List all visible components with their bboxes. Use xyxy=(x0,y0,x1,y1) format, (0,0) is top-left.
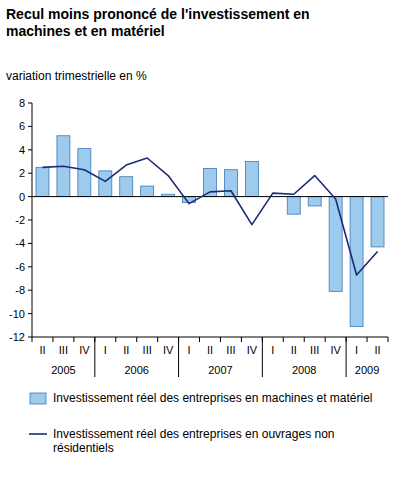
bar xyxy=(329,197,342,292)
y-tick xyxy=(28,196,32,197)
x-tick-label: II xyxy=(123,344,129,356)
y-tick-label: -4 xyxy=(15,237,25,249)
text-line: machines et en matériel xyxy=(6,23,165,39)
x-tick xyxy=(367,337,368,342)
x-tick xyxy=(157,337,158,342)
text-line: Recul moins prononcé de l'investissement… xyxy=(6,6,310,22)
x-group-label: 2005 xyxy=(51,364,75,376)
text-line: résidentiels xyxy=(53,441,114,455)
x-tick xyxy=(73,337,74,342)
title: Recul moins prononcé de l'investissement… xyxy=(6,6,310,39)
y-tick-label: 0 xyxy=(19,191,25,203)
x-group-label: 2007 xyxy=(208,364,232,376)
x-tick-label: I xyxy=(355,344,358,356)
bar xyxy=(245,162,258,197)
x-tick-label: III xyxy=(310,344,319,356)
legend-swatch xyxy=(29,433,47,435)
x-tick xyxy=(32,337,33,342)
group-separator xyxy=(262,337,263,377)
y-tick-label: -8 xyxy=(15,284,25,296)
group-separator xyxy=(346,337,347,377)
bar xyxy=(371,197,384,247)
x-tick-label: III xyxy=(143,344,152,356)
x-tick xyxy=(304,337,305,342)
y-tick xyxy=(28,313,32,314)
x-tick-label: IV xyxy=(163,344,174,356)
bar xyxy=(224,170,237,197)
y-tick-label: 8 xyxy=(19,97,25,109)
plot-data xyxy=(32,136,388,327)
group-separator xyxy=(178,337,179,377)
y-tick xyxy=(28,290,32,291)
y-tick-label: -2 xyxy=(15,214,25,226)
x-tick xyxy=(388,337,389,342)
x-tick-label: I xyxy=(271,344,274,356)
x-tick xyxy=(199,337,200,342)
bar xyxy=(141,186,154,197)
line xyxy=(42,158,377,275)
y-tick-label: 4 xyxy=(19,144,25,156)
x-axis xyxy=(32,337,388,338)
x-tick xyxy=(325,337,326,342)
y-tick-label: -10 xyxy=(9,308,25,320)
x-tick-label: I xyxy=(104,344,107,356)
x-group-label: 2008 xyxy=(292,364,316,376)
chart: Recul moins prononcé de l'investissement… xyxy=(0,0,406,483)
bar xyxy=(308,197,321,206)
bar xyxy=(287,197,300,215)
x-tick-label: III xyxy=(59,344,68,356)
bar xyxy=(120,177,133,197)
x-group-label: 2009 xyxy=(355,364,379,376)
x-tick-label: II xyxy=(39,344,45,356)
legend-label: Investissement réel des entreprises en o… xyxy=(53,427,335,455)
x-tick-label: III xyxy=(226,344,235,356)
legend-label: Investissement réel des entreprises en m… xyxy=(53,391,372,405)
y-tick-label: -6 xyxy=(15,261,25,273)
y-tick-label: 6 xyxy=(19,120,25,132)
y-tick xyxy=(28,126,32,127)
bar xyxy=(350,197,363,327)
x-tick-label: II xyxy=(207,344,213,356)
text-line: Investissement réel des entreprises en m… xyxy=(53,391,372,405)
bar xyxy=(36,167,49,196)
x-tick xyxy=(136,337,137,342)
legend-swatch xyxy=(30,393,46,404)
y-tick xyxy=(28,243,32,244)
x-tick-label: II xyxy=(291,344,297,356)
bar xyxy=(99,171,112,197)
x-tick xyxy=(115,337,116,342)
subtitle: variation trimestrielle en % xyxy=(6,69,147,83)
x-tick-label: IV xyxy=(247,344,258,356)
y-tick xyxy=(28,220,32,221)
y-tick xyxy=(28,103,32,104)
y-tick xyxy=(28,337,32,338)
group-separator xyxy=(94,337,95,377)
x-tick xyxy=(241,337,242,342)
x-tick xyxy=(52,337,53,342)
x-tick xyxy=(283,337,284,342)
y-tick-label: 2 xyxy=(19,167,25,179)
text-line: Investissement réel des entreprises en o… xyxy=(53,427,335,441)
y-tick xyxy=(28,173,32,174)
y-tick-label: -12 xyxy=(9,331,25,343)
y-tick xyxy=(28,266,32,267)
x-group-label: 2006 xyxy=(124,364,148,376)
x-tick xyxy=(220,337,221,342)
x-tick-label: IV xyxy=(330,344,341,356)
y-tick xyxy=(28,149,32,150)
x-tick-label: IV xyxy=(79,344,90,356)
x-tick-label: II xyxy=(374,344,380,356)
x-tick-label: I xyxy=(188,344,191,356)
